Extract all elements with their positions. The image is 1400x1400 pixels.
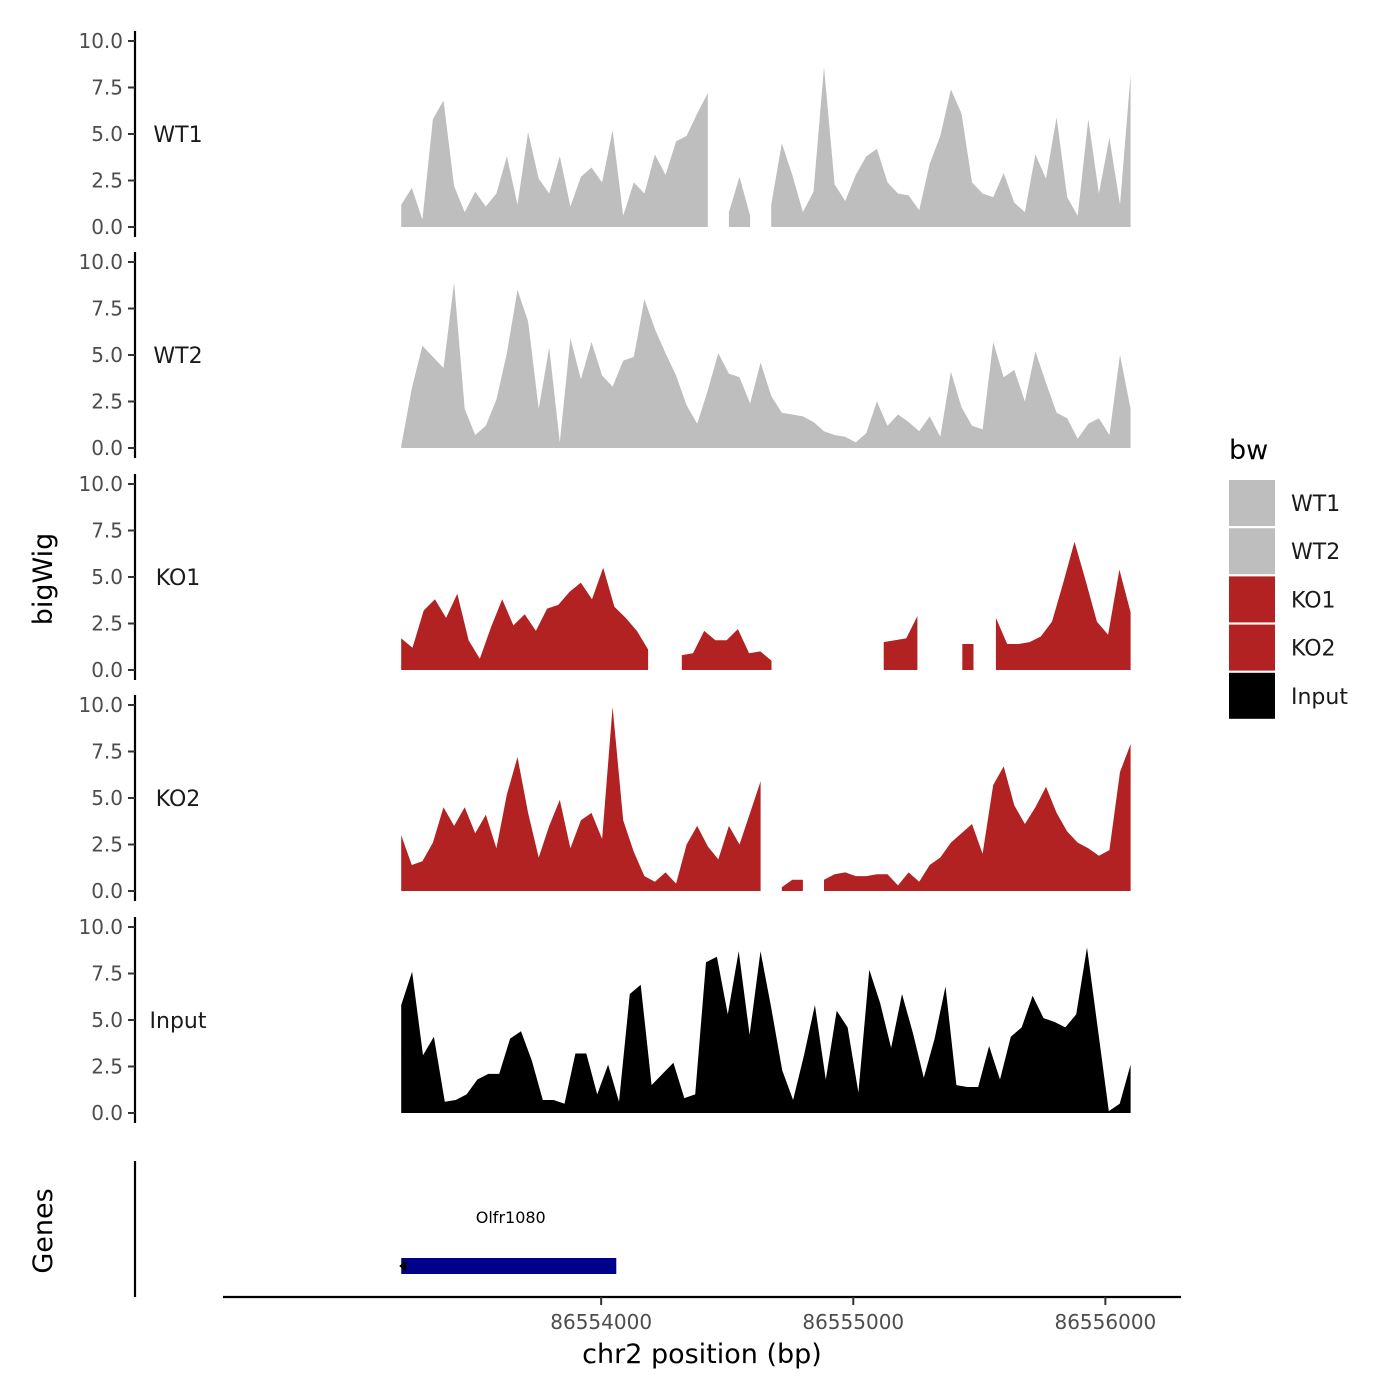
y-tick-label: 2.5	[91, 1055, 123, 1079]
y-tick-label: 0.0	[91, 436, 123, 460]
y-tick-label: 10.0	[78, 29, 123, 53]
y-tick-label: 5.0	[91, 786, 123, 810]
genes-axis-title: Genes	[28, 1188, 59, 1273]
track-input: 0.0 2.5 5.0 7.5 10.0 Input	[78, 915, 1131, 1125]
y-tick-label: 5.0	[91, 343, 123, 367]
y-tick-label: 10.0	[78, 472, 123, 496]
legend: bw WT1 WT2 KO1 KO2 Input	[1229, 435, 1348, 719]
y-tick-label: 7.5	[91, 76, 123, 100]
genes-panel: Olfr1080	[133, 1161, 617, 1297]
legend-label: WT2	[1291, 540, 1340, 565]
signal-area-ko1	[962, 644, 974, 670]
legend-label: KO1	[1291, 588, 1336, 613]
x-axis-title: chr2 position (bp)	[582, 1339, 822, 1370]
signal-tracks: 0.02.55.07.510.0WT10.02.55.07.510.0WT20.…	[78, 29, 1131, 1125]
y-tick-label: 5.0	[91, 1008, 123, 1032]
x-tick-label: 86556000	[1054, 1310, 1156, 1334]
gene-body	[401, 1258, 617, 1274]
y-tick-label: 10.0	[78, 693, 123, 717]
gene-strand-arrow	[399, 1260, 407, 1272]
y-tick-label: 7.5	[91, 297, 123, 321]
signal-area-ko2	[781, 879, 803, 891]
signal-area-ko1	[681, 629, 772, 670]
y-tick-label: 5.0	[91, 122, 123, 146]
signal-area-ko2	[824, 744, 1131, 891]
track-ko2: 0.0 2.5 5.0 7.5 10.0 KO2	[78, 693, 1131, 903]
track-label: Input	[150, 1009, 207, 1034]
y-tick-label: 10.0	[78, 915, 123, 939]
track-ko1: 0.0 2.5 5.0 7.5 10.0 KO1	[78, 472, 1131, 682]
legend-title: bw	[1229, 435, 1268, 466]
y-axis-title: bigWig	[28, 533, 59, 626]
signal-area-wt1	[401, 93, 708, 227]
signal-area-ko1	[995, 541, 1131, 670]
legend-key-ko1	[1229, 576, 1275, 623]
y-tick-label: 7.5	[91, 962, 123, 986]
legend-key-wt1	[1229, 480, 1275, 526]
track-label: WT2	[153, 344, 202, 369]
x-tick-label: 86555000	[802, 1310, 904, 1334]
signal-area-wt1	[728, 176, 751, 227]
y-tick-label: 5.0	[91, 565, 123, 589]
legend-label: WT1	[1291, 492, 1340, 517]
x-axis: 86554000 86555000 86556000	[223, 1295, 1181, 1334]
x-tick-label: 86554000	[550, 1310, 652, 1334]
legend-key-ko2	[1229, 624, 1275, 671]
y-tick-label: 0.0	[91, 879, 123, 903]
y-tick-label: 10.0	[78, 250, 123, 274]
signal-area-ko2	[401, 706, 761, 891]
y-tick-label: 2.5	[91, 390, 123, 414]
y-tick-label: 0.0	[91, 658, 123, 682]
y-tick-label: 0.0	[91, 215, 123, 239]
signal-area-ko1	[401, 567, 649, 670]
y-tick-label: 0.0	[91, 1101, 123, 1125]
signal-area-input	[401, 947, 1131, 1113]
legend-label: KO2	[1291, 637, 1336, 662]
legend-key-input	[1229, 672, 1275, 719]
signal-area-wt2	[401, 282, 1131, 448]
y-tick-label: 2.5	[91, 833, 123, 857]
track-label: KO1	[156, 566, 201, 591]
track-wt1: 0.0 2.5 5.0 7.5 10.0 WT1	[78, 29, 1131, 239]
gene-label: Olfr1080	[476, 1208, 546, 1227]
y-tick-label: 2.5	[91, 612, 123, 636]
track-wt2: 0.0 2.5 5.0 7.5 10.0 WT2	[78, 250, 1131, 460]
y-tick-label: 7.5	[91, 740, 123, 764]
signal-area-wt1	[771, 67, 1131, 227]
track-label: KO2	[156, 787, 201, 812]
track-label: WT1	[153, 123, 202, 148]
legend-key-wt2	[1229, 528, 1275, 575]
y-tick-label: 2.5	[91, 169, 123, 193]
signal-area-ko1	[883, 616, 918, 670]
y-tick-label: 7.5	[91, 519, 123, 543]
legend-label: Input	[1291, 685, 1348, 710]
